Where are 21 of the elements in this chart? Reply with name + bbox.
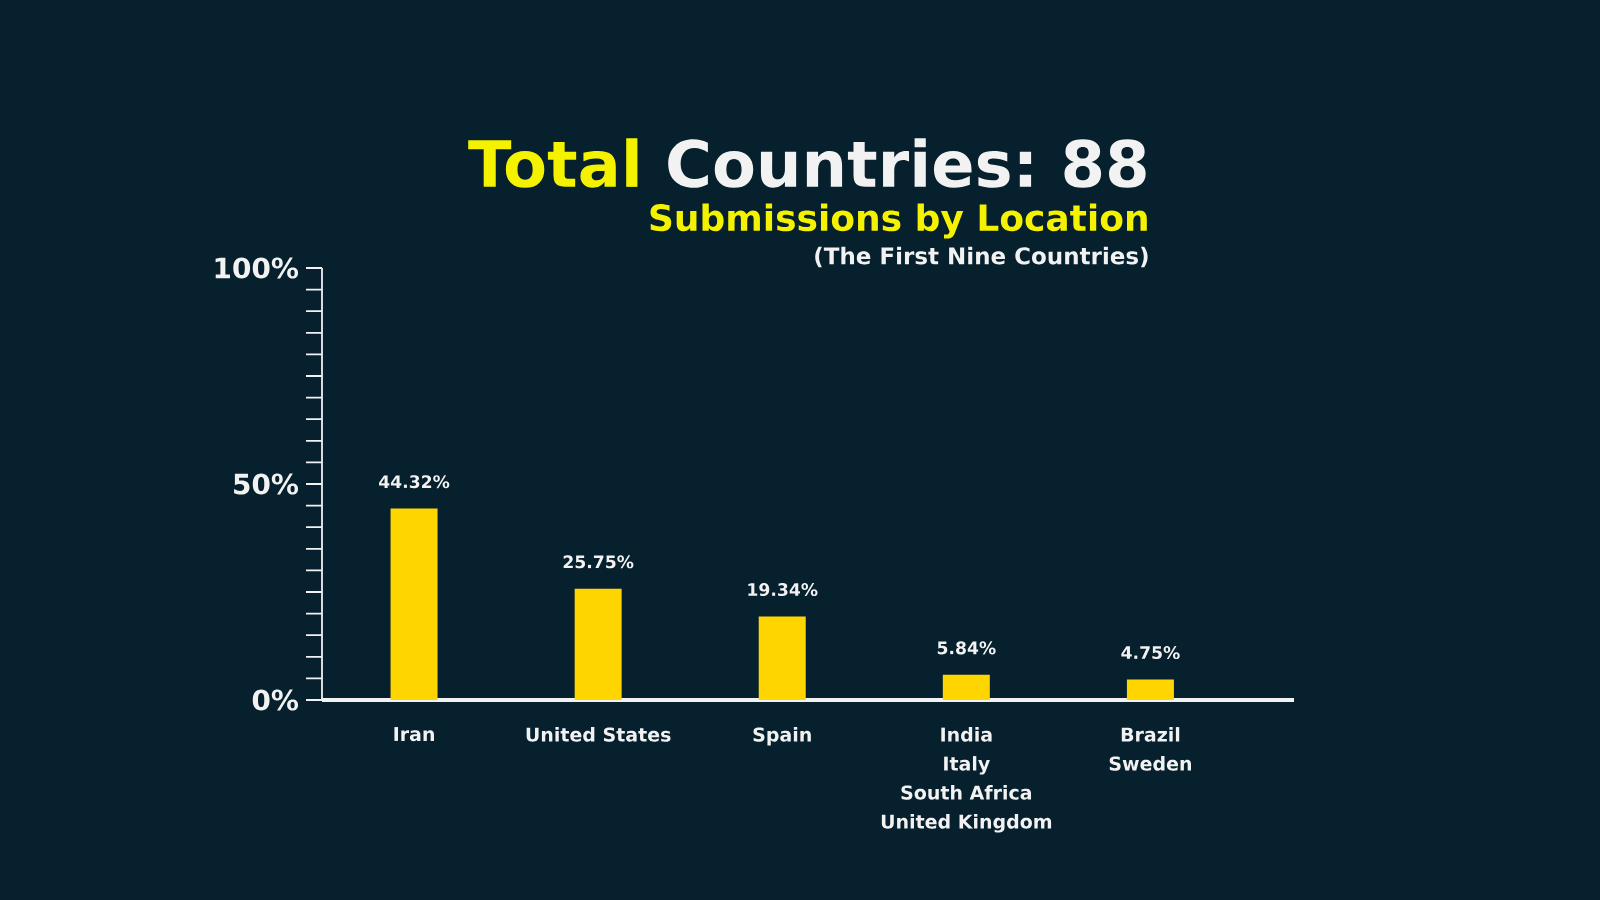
data-label: 25.75% (563, 555, 634, 569)
x-tick-label: India Italy South Africa United Kingdom (881, 727, 1052, 833)
x-tick-label: Spain (753, 727, 811, 746)
chart-subtitle: Submissions by Location (650, 203, 1147, 239)
bar (942, 674, 990, 700)
data-label: 4.75% (1121, 646, 1180, 660)
data-label: 44.32% (379, 475, 450, 489)
x-tick-label: Brazil Sweden (1109, 727, 1191, 771)
data-label: 5.84% (937, 641, 996, 655)
data-label: 19.34% (748, 583, 818, 597)
bar (758, 616, 806, 700)
y-tick-label: 0% (252, 689, 299, 711)
chart-title: Total Countries: 88 (468, 138, 1146, 188)
bar (574, 588, 622, 700)
text: (The First Nine Countries) (815, 246, 1148, 268)
y-tick-label: 100% (215, 257, 299, 279)
y-tick-label: 50% (234, 473, 299, 495)
bar (390, 508, 438, 700)
x-tick-label: Iran (394, 727, 434, 742)
x-tick-label: United States (526, 727, 671, 742)
bar (1126, 679, 1174, 700)
